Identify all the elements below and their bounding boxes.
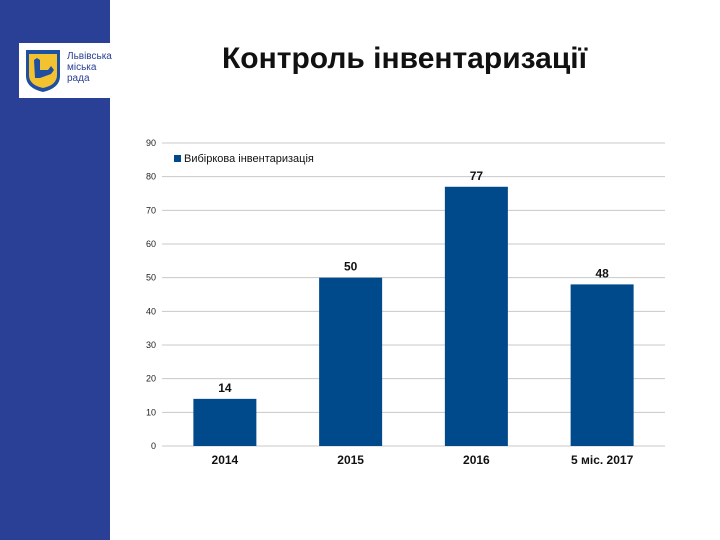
- x-tick-label: 2015: [337, 453, 364, 467]
- legend-label: Вибіркова інвентаризація: [184, 153, 314, 165]
- y-tick-label: 80: [146, 172, 156, 182]
- city-council-logo: Львівська міська рада: [19, 43, 112, 98]
- y-tick-label: 40: [146, 306, 156, 316]
- y-tick-label: 70: [146, 205, 156, 215]
- bar-chart: 0 10 20 30 40 50 60 70 80 90 14 2014 50 2015 77 2016 48 5…: [134, 127, 671, 477]
- y-tick-label: 0: [151, 441, 156, 451]
- coat-of-arms-icon: [26, 50, 60, 92]
- bar: [444, 186, 508, 446]
- y-tick-label: 30: [146, 340, 156, 350]
- x-tick-label: 2016: [463, 453, 490, 467]
- chart-svg: 0 10 20 30 40 50 60 70 80 90 14 2014 50 2015 77 2016 48 5…: [146, 138, 665, 467]
- x-tick-label: 2014: [212, 453, 239, 467]
- page-title: Контроль інвентаризації: [222, 42, 588, 75]
- y-tick-label: 50: [146, 273, 156, 283]
- data-label: 77: [470, 169, 484, 183]
- logo-text: Львівська міська рада: [67, 51, 112, 84]
- y-tick-label: 10: [146, 407, 156, 417]
- bar: [319, 277, 383, 446]
- x-tick-label: 5 міс. 2017: [571, 453, 634, 467]
- y-tick-label: 60: [146, 239, 156, 249]
- legend-swatch: [174, 155, 181, 162]
- bar: [570, 284, 634, 446]
- bar: [193, 398, 257, 446]
- data-label: 14: [218, 381, 232, 395]
- y-tick-label: 20: [146, 374, 156, 384]
- data-label: 50: [344, 260, 358, 274]
- y-tick-label: 90: [146, 138, 156, 148]
- data-label: 48: [595, 266, 609, 280]
